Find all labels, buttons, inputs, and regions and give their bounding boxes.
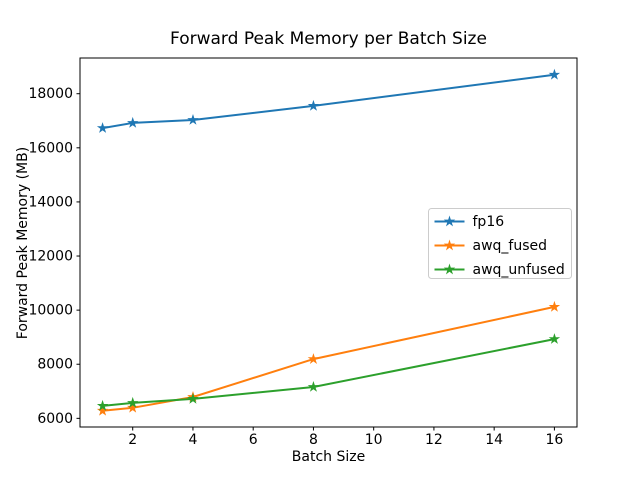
legend-label-awq_unfused: awq_unfused <box>473 262 565 278</box>
x-tick-label: 14 <box>485 432 503 448</box>
data-point-awq_unfused <box>187 392 199 404</box>
chart-title: Forward Peak Memory per Batch Size <box>170 29 487 49</box>
series-line-fp16 <box>101 73 556 130</box>
y-axis-label: Forward Peak Memory (MB) <box>15 146 31 340</box>
x-tick-label: 4 <box>188 432 197 448</box>
legend-marker-awq_fused <box>443 239 456 251</box>
y-tick-label: 6000 <box>37 411 73 427</box>
legend-box <box>428 208 572 279</box>
data-point-fp16 <box>127 116 139 128</box>
data-point-awq_unfused <box>307 381 320 392</box>
legend-label-fp16: fp16 <box>473 214 505 230</box>
x-tick-label: 16 <box>545 432 563 448</box>
data-point-awq_fused <box>307 353 320 364</box>
data-point-awq_unfused <box>96 399 109 411</box>
legend-marker-awq_unfused <box>443 263 456 275</box>
data-point-awq_fused <box>548 300 561 312</box>
x-tick-label: 2 <box>128 432 137 448</box>
x-tick-label: 8 <box>309 432 318 448</box>
y-tick-label: 12000 <box>28 249 73 265</box>
x-tick-label: 6 <box>249 432 258 448</box>
y-tick-label: 10000 <box>28 303 73 319</box>
data-point-fp16 <box>187 114 199 125</box>
series-line-awq_unfused <box>101 338 556 407</box>
data-point-fp16 <box>96 122 109 133</box>
data-point-fp16 <box>548 68 561 80</box>
x-tick-label: 10 <box>365 432 383 448</box>
legend-marker-fp16 <box>443 215 456 227</box>
y-tick-label: 14000 <box>28 194 73 210</box>
legend-label-awq_fused: awq_fused <box>473 238 548 254</box>
series-line-awq_fused <box>101 305 556 412</box>
data-point-fp16 <box>307 99 320 111</box>
y-tick-label: 18000 <box>28 86 73 102</box>
data-point-awq_unfused <box>127 396 139 408</box>
data-point-awq_fused <box>127 401 139 413</box>
data-point-awq_fused <box>96 404 109 416</box>
y-tick-label: 8000 <box>37 357 73 373</box>
axes-frame <box>79 57 578 428</box>
y-tick-label: 16000 <box>28 140 73 156</box>
x-tick-label: 12 <box>425 432 443 448</box>
data-point-awq_unfused <box>548 333 561 344</box>
x-axis-label: Batch Size <box>291 449 366 465</box>
